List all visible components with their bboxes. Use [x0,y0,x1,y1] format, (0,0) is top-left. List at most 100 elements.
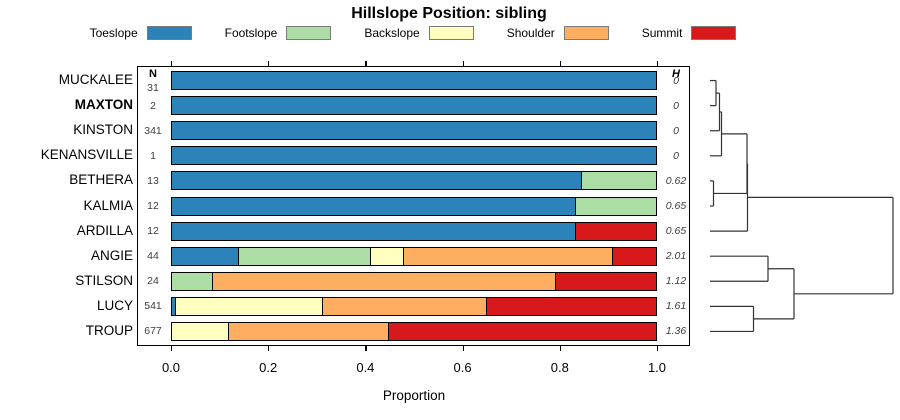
bar-segment-toeslope [172,172,582,190]
row-label-ardilla: ARDILLA [76,222,133,238]
axis-tick-label: 0.2 [259,360,278,375]
axis-tick-top [462,61,464,66]
bar-segment-shoulder [212,272,555,290]
row-label-stilson: STILSON [75,272,133,288]
h-value: 0.65 [665,225,687,238]
axis-tick-bottom [559,346,561,351]
stacked-bar-maxton [171,96,657,116]
bar-segment-toeslope [172,72,656,90]
n-value: 44 [147,250,159,263]
bar-segment-shoulder [402,247,612,265]
bar-segment-summit [611,247,656,265]
axis-tick-bottom [657,346,659,351]
row-label-angie: ANGIE [90,247,133,263]
axis-tick-label: 0.6 [453,360,472,375]
row-label-lucy: LUCY [96,297,133,313]
n-value: 13 [147,174,159,187]
bar-segment-footslope [237,247,370,265]
legend-swatch-icon [563,26,609,40]
h-value: 0 [673,124,679,137]
bar-segment-toeslope [172,247,238,265]
bar-segment-footslope [575,197,656,215]
stacked-bar-muckalee [171,71,657,91]
row-label-kenansville: KENANSVILLE [40,147,133,163]
stacked-bar-ardilla [171,221,657,241]
axis-tick-bottom [268,346,270,351]
stacked-bar-angie [171,246,657,266]
x-axis-title: Proportion [382,388,446,403]
row-label-kalmia: KALMIA [83,197,133,213]
stacked-bar-bethera [171,171,657,191]
row-label-maxton: MAXTON [74,97,133,113]
bar-segment-backslope [369,247,403,265]
legend: Toeslope Footslope Backslope Shoulder Summit [0,26,826,40]
legend-item-shoulder: Shoulder [507,26,609,40]
legend-label: Toeslope [89,26,138,40]
stacked-bar-lucy [171,296,657,316]
legend-item-toeslope: Toeslope [90,26,192,40]
legend-item-backslope: Backslope [364,26,474,40]
legend-swatch-icon [146,26,192,40]
n-column-header: N [149,68,157,80]
n-value: 2 [150,99,156,112]
h-value: 1.36 [665,325,687,338]
n-value: 12 [147,200,159,212]
h-value: 2.01 [665,250,687,263]
h-value: 0 [673,99,679,112]
legend-swatch-icon [286,26,332,40]
bar-segment-shoulder [228,322,389,340]
legend-swatch-icon [691,26,737,40]
n-value: 541 [144,300,162,313]
n-value: 341 [144,124,162,137]
bar-segment-toeslope [172,222,576,240]
axis-tick-label: 0.8 [550,360,569,375]
legend-label: Summit [641,26,683,40]
axis-tick-top [559,61,561,66]
stacked-bar-kinston [171,121,657,141]
axis-tick-bottom [171,346,173,351]
legend-item-footslope: Footslope [225,26,332,40]
bar-segment-summit [486,297,656,315]
stacked-bar-troup [171,321,657,341]
row-label-muckalee: MUCKALEE [58,72,133,88]
n-value: 12 [147,225,159,238]
stacked-bar-stilson [171,271,657,291]
bar-segment-backslope [175,297,323,315]
h-value: 1.12 [665,275,687,288]
row-label-kinston: KINSTON [73,122,133,138]
n-value: 31 [147,81,159,94]
legend-swatch-icon [428,26,474,40]
axis-tick-label: 1.0 [647,360,667,375]
bar-segment-toeslope [172,122,656,140]
row-label-troup: TROUP [85,322,133,338]
bar-segment-footslope [581,172,656,190]
bar-segment-backslope [172,322,229,340]
axis-tick-bottom [462,346,464,351]
legend-label: Shoulder [506,26,555,40]
row-label-bethera: BETHERA [69,172,133,188]
bar-segment-toeslope [172,297,176,315]
axis-tick-top [268,61,270,66]
bar-segment-summit [575,222,656,240]
h-value: 0 [673,149,679,162]
h-value: 0.65 [665,200,687,212]
bar-segment-toeslope [172,97,656,115]
bar-segment-shoulder [322,297,487,315]
bar-segment-toeslope [172,197,576,215]
h-value: 1.61 [665,300,687,313]
n-value: 677 [144,325,162,338]
chart-title: Hillslope Position: sibling [351,5,547,22]
legend-label: Backslope [364,26,420,40]
axis-tick-bottom [365,346,367,351]
n-value: 1 [150,149,156,162]
bar-segment-summit [554,272,656,290]
axis-tick-label: 0.0 [161,360,181,375]
legend-label: Footslope [224,26,278,40]
bar-segment-footslope [172,272,213,290]
stacked-bar-kalmia [171,196,657,216]
h-column-header: H [672,68,680,80]
h-value: 0 [673,74,679,87]
axis-tick-top [365,61,367,66]
n-value: 24 [147,275,159,288]
